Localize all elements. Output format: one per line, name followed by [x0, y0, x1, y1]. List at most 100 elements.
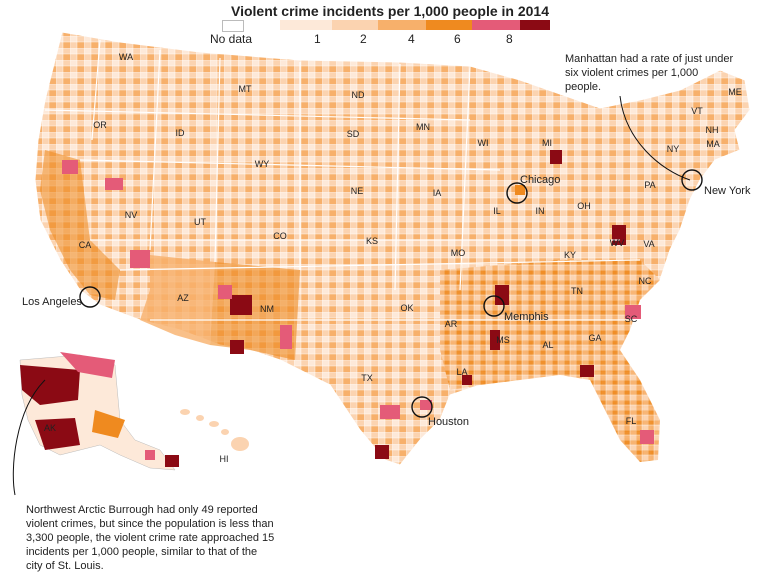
state-label-nm: NM	[260, 304, 274, 314]
state-label-nh: NH	[706, 125, 719, 135]
state-label-sc: SC	[625, 314, 638, 324]
legend-tick: 8	[506, 32, 513, 46]
city-label-houston: Houston	[428, 416, 469, 428]
choropleth-map: WA OR ID MT ND MN SD WY WI MI NE IA NV UT CO KS IL IN OH PA…	[12, 31, 751, 496]
los-angeles-marker	[79, 286, 101, 308]
legend-tick: 2	[360, 32, 367, 46]
state-label-va: VA	[643, 239, 654, 249]
state-label-mi: MI	[542, 138, 552, 148]
hotspot	[490, 330, 500, 350]
state-label-ky: KY	[564, 250, 576, 260]
legend-swatch-2-4	[378, 20, 426, 30]
arizona-region	[140, 255, 215, 345]
state-label-ia: IA	[433, 188, 442, 198]
alaska-region-arctic	[20, 365, 80, 405]
state-label-wy: WY	[255, 159, 270, 169]
arctic-leader-line	[12, 379, 46, 496]
city-markers	[79, 169, 703, 418]
state-label-oh: OH	[577, 201, 591, 211]
legend-no-data-label: No data	[210, 32, 253, 46]
state-label-wa: WA	[119, 52, 133, 62]
state-label-sd: SD	[347, 129, 360, 139]
state-label-az: AZ	[177, 293, 189, 303]
city-label-new-york: New York	[704, 185, 751, 197]
state-label-fl: FL	[626, 416, 637, 426]
hotspot	[280, 325, 292, 349]
hotspot	[230, 295, 252, 315]
memphis-marker	[483, 295, 505, 317]
hotspot	[130, 250, 150, 268]
manhattan-leader-line	[619, 95, 691, 181]
hotspot	[375, 445, 389, 459]
hotspot	[515, 185, 525, 195]
hotspot	[420, 400, 432, 410]
hotspot	[580, 365, 594, 377]
state-label-in: IN	[536, 206, 545, 216]
state-label-pa: PA	[644, 180, 655, 190]
state-label-ut: UT	[194, 217, 206, 227]
hotspot	[62, 160, 78, 174]
state-label-la: LA	[456, 367, 467, 377]
state-label-ms: MS	[496, 335, 510, 345]
arctic-annotation: Northwest Arctic Burrough had only 49 re…	[26, 504, 275, 572]
legend-swatch-1-2	[332, 20, 378, 30]
state-label-ks: KS	[366, 236, 378, 246]
state-label-ny: NY	[667, 144, 680, 154]
state-label-ca: CA	[79, 240, 92, 250]
state-label-ak: AK	[44, 423, 56, 433]
alaska-hotspot	[165, 455, 179, 467]
hotspot	[495, 285, 509, 305]
state-label-al: AL	[542, 340, 553, 350]
state-label-mo: MO	[451, 248, 466, 258]
hotspot	[380, 405, 400, 419]
legend-no-data-swatch	[222, 20, 244, 32]
state-label-wi: WI	[478, 138, 489, 148]
california-region	[40, 150, 120, 300]
hawaii	[180, 409, 249, 451]
state-label-ma: MA	[706, 139, 720, 149]
houston-marker	[411, 396, 433, 418]
alaska-hotspot	[145, 450, 155, 460]
state-label-nd: ND	[352, 90, 365, 100]
hotspot	[218, 285, 232, 299]
legend-swatch-4-6	[426, 20, 472, 30]
legend-swatch-8-plus	[520, 20, 550, 30]
state-label-co: CO	[273, 231, 287, 241]
map-title: Violent crime incidents per 1,000 people…	[231, 3, 549, 19]
state-label-wv: WV	[610, 238, 625, 248]
alaska-region-south	[92, 410, 125, 438]
city-label-memphis: Memphis	[504, 311, 549, 323]
state-label-mt: MT	[239, 84, 252, 94]
legend-tick: 4	[408, 32, 415, 46]
state-label-nv: NV	[125, 210, 138, 220]
alaska-region-west	[35, 418, 80, 450]
city-label-los-angeles: Los Angeles	[22, 296, 82, 308]
hotspot	[625, 305, 641, 319]
chicago-marker	[506, 182, 528, 204]
new-mexico-region	[210, 262, 300, 360]
state-label-mn: MN	[416, 122, 430, 132]
state-label-tx: TX	[361, 373, 373, 383]
state-label-me: ME	[728, 87, 742, 97]
hotspot	[640, 430, 654, 444]
legend: No data 1 2 4 6 8	[210, 20, 562, 50]
state-label-ne: NE	[351, 186, 364, 196]
state-label-tn: TN	[571, 286, 583, 296]
state-label-or: OR	[93, 120, 107, 130]
hotspot	[230, 340, 244, 354]
legend-swatch-6-8	[472, 20, 520, 30]
state-label-hi: HI	[220, 454, 229, 464]
state-label-il: IL	[493, 206, 501, 216]
state-label-nc: NC	[639, 276, 652, 286]
state-borders	[44, 39, 641, 321]
manhattan-annotation: Manhattan had a rate of just under six v…	[565, 53, 734, 93]
state-label-vt: VT	[691, 106, 703, 116]
new-york-marker	[681, 169, 703, 191]
southeast-region	[440, 260, 660, 462]
state-label-ok: OK	[400, 303, 413, 313]
hotspot	[462, 375, 472, 385]
alaska-region-north	[60, 352, 115, 378]
state-label-id: ID	[176, 128, 186, 138]
legend-tick: 1	[314, 32, 321, 46]
legend-swatch-0-1	[280, 20, 332, 30]
